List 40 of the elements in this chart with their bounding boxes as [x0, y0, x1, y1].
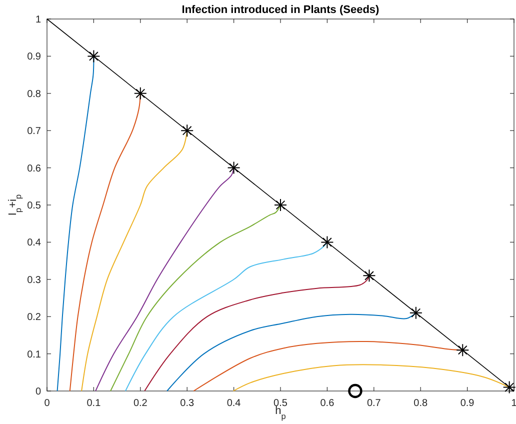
- y-tick-label: 0.7: [27, 126, 42, 138]
- point: [502, 380, 516, 394]
- chart-title: Infection introduced in Plants (Seeds): [182, 4, 380, 16]
- y-tick-label: 0.1: [27, 349, 42, 360]
- x-tick-label: 0.3: [180, 398, 194, 409]
- x-tick-label: 0.1: [86, 398, 102, 409]
- x-axis-title: h$_{p}$: [275, 405, 286, 420]
- y-tick-label: 0.8: [27, 88, 42, 100]
- y-tick-label: 1: [35, 14, 42, 26]
- point: [320, 236, 334, 249]
- x-tick-label: 0.7: [366, 398, 382, 409]
- line-series: [124, 242, 328, 392]
- y-tick-label: 0.3: [27, 274, 42, 286]
- x-tick-label: 0.8: [414, 398, 428, 409]
- line-series: [232, 364, 510, 392]
- point: [456, 344, 470, 357]
- point: [180, 124, 194, 138]
- point: [227, 161, 240, 174]
- x-tick-label: 0.2: [133, 398, 148, 409]
- line-series: [144, 275, 370, 392]
- point: [134, 86, 147, 100]
- point: [87, 50, 100, 63]
- y-tick-label: 0.4: [27, 238, 42, 249]
- x-tick-label: 0.6: [320, 398, 335, 409]
- x-tick-label: 0.4: [226, 398, 242, 409]
- y-tick-label: 0.5: [27, 200, 42, 212]
- x-tick-label: 1: [511, 398, 516, 409]
- x-tick-label: 0.9: [460, 398, 475, 409]
- y-tick-label: 0.9: [27, 52, 42, 63]
- x-tick-label: 0: [44, 398, 50, 409]
- y-tick-label: 0.2: [27, 312, 42, 324]
- line-series: [81, 130, 188, 392]
- point: [348, 384, 362, 398]
- y-tick-label: 0: [35, 386, 42, 398]
- line-series: [110, 204, 281, 392]
- point: [362, 269, 376, 282]
- line-series: [166, 312, 416, 392]
- line-series: [95, 167, 234, 392]
- point: [409, 306, 422, 320]
- y-tick-label: 0.6: [27, 163, 42, 174]
